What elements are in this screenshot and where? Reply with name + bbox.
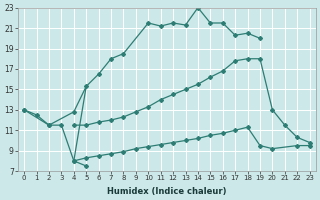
X-axis label: Humidex (Indice chaleur): Humidex (Indice chaleur)	[107, 187, 227, 196]
